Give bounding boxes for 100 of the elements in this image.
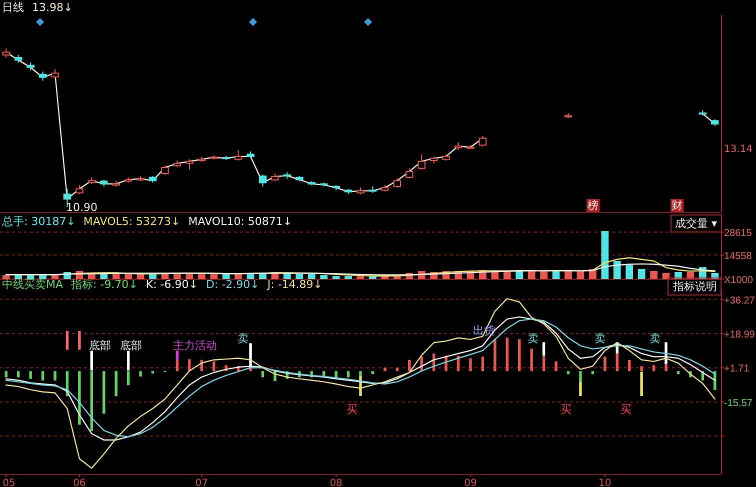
annotation: 10.90 bbox=[66, 201, 98, 214]
annotation: 卖 bbox=[528, 332, 538, 345]
candlestick bbox=[393, 178, 402, 188]
y-tick-label: +1.71 bbox=[724, 364, 750, 375]
bar bbox=[359, 371, 362, 376]
y-tick-label: +36.27 bbox=[724, 295, 756, 306]
candlestick bbox=[234, 150, 242, 162]
bar bbox=[78, 330, 81, 350]
bar bbox=[332, 276, 340, 279]
bar bbox=[676, 371, 680, 374]
y-tick-label: 14558 bbox=[724, 251, 752, 262]
bar bbox=[102, 371, 106, 414]
text: K: -6.90↓ bbox=[146, 278, 198, 291]
bar bbox=[320, 275, 328, 279]
bar bbox=[518, 339, 521, 372]
bar bbox=[469, 358, 472, 372]
bar bbox=[188, 359, 191, 372]
annotation: 指标说明 bbox=[672, 280, 717, 293]
text: MAVOL5: 53273↓ bbox=[83, 215, 180, 228]
bar bbox=[604, 356, 606, 372]
bar bbox=[54, 371, 56, 380]
bar bbox=[494, 339, 496, 372]
bar bbox=[78, 371, 81, 425]
candlestick bbox=[258, 174, 267, 187]
y-tick-label: -15.57 bbox=[724, 398, 753, 409]
bar bbox=[626, 264, 634, 279]
bar bbox=[346, 371, 350, 378]
bar bbox=[112, 274, 120, 279]
bar bbox=[29, 371, 32, 379]
bar bbox=[100, 274, 108, 279]
annotation: 买 bbox=[346, 403, 358, 416]
chart-title: 日线 bbox=[2, 1, 24, 14]
text: MAVOL10: 50871↓ bbox=[188, 215, 292, 228]
bar bbox=[384, 368, 386, 372]
bar bbox=[4, 371, 8, 378]
candlestick bbox=[76, 184, 84, 195]
candlestick bbox=[161, 165, 169, 176]
text: J: -14.89↓ bbox=[266, 278, 322, 291]
candlestick bbox=[418, 154, 426, 170]
candlestick bbox=[38, 71, 47, 82]
annotation: 买 bbox=[620, 403, 632, 416]
bar bbox=[210, 274, 218, 279]
bar bbox=[41, 371, 44, 380]
bar bbox=[222, 274, 230, 279]
bar bbox=[371, 371, 374, 374]
bar bbox=[139, 371, 142, 376]
candlestick bbox=[186, 158, 194, 170]
candlestick bbox=[406, 168, 414, 180]
bar bbox=[554, 361, 558, 372]
x-tick-label: 06 bbox=[73, 478, 86, 487]
bar bbox=[124, 274, 132, 279]
bar bbox=[334, 371, 338, 378]
bar bbox=[66, 330, 69, 350]
bar bbox=[16, 371, 20, 378]
bar bbox=[640, 372, 643, 396]
bar bbox=[296, 274, 304, 279]
annotation: 财 bbox=[672, 199, 682, 212]
bar bbox=[90, 350, 93, 371]
bar bbox=[652, 365, 656, 372]
bar bbox=[126, 371, 130, 386]
x-tick-label: 07 bbox=[195, 478, 208, 487]
bar bbox=[114, 371, 118, 396]
x-tick-label: 08 bbox=[330, 478, 342, 487]
annotation: 榜 bbox=[588, 199, 598, 212]
text: 指标: -9.70↓ bbox=[70, 278, 138, 291]
bar bbox=[613, 260, 621, 279]
chart-title: 中线买卖MA bbox=[2, 278, 64, 291]
line-series bbox=[6, 298, 716, 469]
bar bbox=[616, 354, 618, 372]
annotation: 底部 bbox=[89, 339, 111, 352]
bar bbox=[579, 371, 582, 382]
annotation: 成交量 ▾ bbox=[674, 217, 718, 230]
bar bbox=[564, 270, 572, 279]
bar bbox=[176, 360, 179, 372]
y-tick-label: 28615 bbox=[724, 228, 752, 240]
candlestick bbox=[478, 136, 487, 147]
bar bbox=[528, 270, 536, 279]
x-tick-label: 09 bbox=[464, 478, 477, 487]
annotation: 底部 bbox=[120, 339, 142, 352]
bar bbox=[198, 274, 206, 279]
bar bbox=[640, 366, 643, 372]
bar bbox=[638, 269, 646, 279]
bar bbox=[591, 371, 594, 374]
text: 总手: 30187↓ bbox=[1, 215, 76, 228]
x-tick-label: 10 bbox=[598, 478, 612, 487]
bar bbox=[664, 364, 668, 372]
bar bbox=[308, 274, 316, 279]
annotation: 卖 bbox=[594, 332, 606, 345]
text: 13.14 bbox=[724, 144, 753, 155]
bar bbox=[261, 371, 264, 378]
text: 13.98↓ bbox=[32, 1, 73, 14]
bar bbox=[481, 356, 484, 372]
bar bbox=[344, 276, 352, 279]
y-tick-label: X1000 bbox=[724, 275, 754, 286]
bar bbox=[601, 231, 609, 279]
x-tick-label: 05 bbox=[2, 478, 16, 487]
y-tick-label: +18.99 bbox=[724, 330, 756, 341]
bar bbox=[650, 270, 658, 279]
bar bbox=[212, 361, 216, 372]
bar bbox=[176, 350, 179, 360]
